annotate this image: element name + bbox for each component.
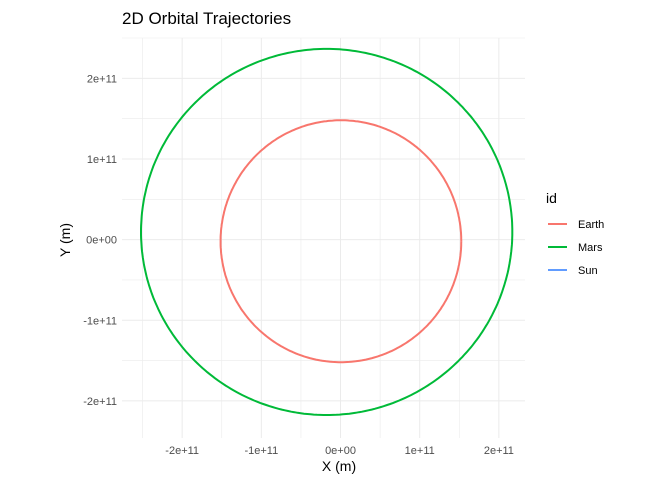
y-tick-label: -1e+11: [83, 315, 117, 327]
legend-label-sun: Sun: [578, 265, 598, 277]
y-tick-labels: 2e+11 1e+11 0e+00 -1e+11 -2e+11: [83, 73, 117, 408]
x-axis-label: X (m): [322, 458, 356, 474]
y-tick-label: 0e+00: [86, 235, 117, 247]
y-axis-label: Y (m): [57, 223, 73, 257]
x-tick-labels: -2e+11 -1e+11 0e+00 1e+11 2e+11: [165, 445, 514, 457]
x-tick-label: 1e+11: [405, 445, 435, 457]
legend: id Earth Mars Sun: [546, 190, 604, 277]
chart-title: 2D Orbital Trajectories: [122, 9, 291, 28]
x-tick-label: -1e+11: [244, 445, 278, 457]
x-tick-label: 2e+11: [484, 445, 514, 457]
series-line-mars: [140, 47, 514, 416]
legend-label-earth: Earth: [578, 219, 604, 231]
series-lines: [140, 47, 514, 416]
y-tick-label: 2e+11: [87, 73, 117, 85]
series-line-earth: [219, 119, 463, 364]
legend-title: id: [546, 190, 557, 206]
y-tick-label: -2e+11: [83, 396, 117, 408]
x-tick-label: -2e+11: [165, 445, 199, 457]
y-tick-label: 1e+11: [87, 154, 117, 166]
legend-label-mars: Mars: [578, 242, 603, 254]
x-tick-label: 0e+00: [325, 445, 356, 457]
grid: [122, 37, 525, 438]
